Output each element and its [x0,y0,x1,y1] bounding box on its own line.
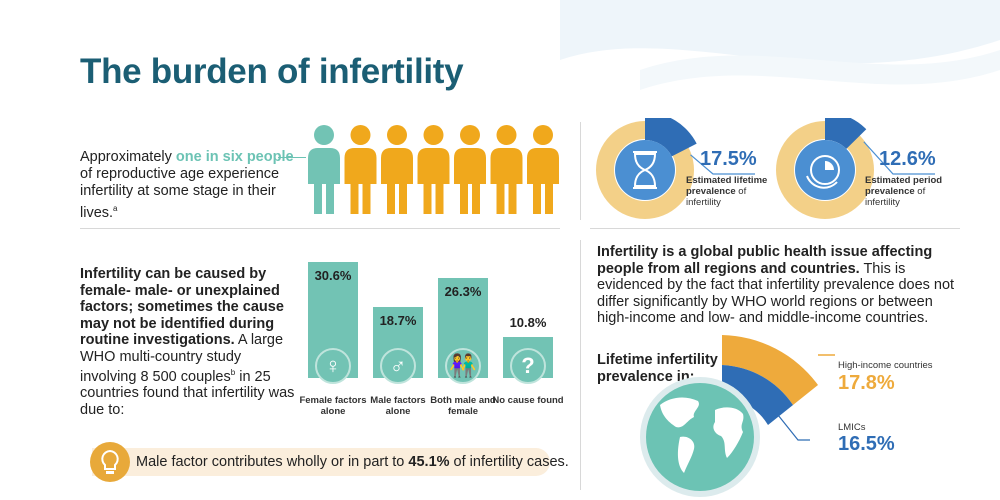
callout-text: Male factor contributes wholly or in par… [136,454,569,470]
globe-chart [640,335,835,497]
text-pre: Approximately [80,149,176,165]
highlight-text: one in six people [175,149,294,165]
bar-value-label: 18.7% [379,312,417,328]
callout-banner: Male factor contributes wholly or in par… [92,448,569,476]
page-title: The burden of infertility [80,52,464,91]
person-icon [454,125,486,214]
female-icon: ♀ [315,348,351,384]
footnote-a: a [113,204,118,213]
causes-bar-chart: 30.6% ♀ Female factors alone 18.7% ♂ Male fac… [299,250,570,430]
question-icon: ? [510,348,546,384]
person-icon [344,125,377,214]
lmic-value: 16.5% [838,433,895,455]
text-rest: of reproductive age experience infertili… [80,166,280,221]
people-icons [308,125,559,214]
period-prevalence-label: Estimated period prevalence of infertili… [865,175,943,208]
lifetime-prevalence-value: 17.5% [700,148,757,170]
global-text: Infertility is a global public health is… [597,244,955,326]
connector-line [278,157,306,158]
background-waves [560,0,1000,90]
lmic-label: LMICs [838,422,866,433]
high-income-value: 17.8% [838,372,895,394]
category-label: Both male and female [430,395,496,417]
one-in-six-text: Approximately one in six people of repro… [80,149,300,222]
clock-cycle-icon [806,155,840,189]
divider [80,228,560,229]
lifetime-prevalence-label: Estimated lifetime prevalence of inferti… [686,175,768,208]
divider [580,122,581,220]
category-label: No cause found [492,395,564,406]
high-income-arc [722,335,818,405]
lightbulb-icon [90,442,130,482]
high-income-label: High-income countries [838,360,933,371]
divider [580,240,581,490]
bar-value-label: 10.8% [509,314,547,330]
person-icon [490,125,523,214]
couple-icon: 👫 [445,348,481,384]
hourglass-icon [633,151,657,189]
bar-value-label: 30.6% [314,267,352,283]
lmic-arc [722,365,793,425]
divider [590,228,960,229]
person-icon [527,125,559,214]
prevalence-donuts [596,118,935,219]
prevalence-donut [596,118,755,219]
causes-text: Infertility can be caused by female- mal… [80,266,295,418]
period-prevalence-value: 12.6% [879,148,936,170]
person-icon [417,125,450,214]
category-label: Male factors alone [370,395,426,417]
prevalence-donut [776,118,935,219]
person-icon [308,125,340,214]
person-icon [381,125,413,214]
bar-value-label: 26.3% [444,284,482,300]
lifetime-heading: Lifetime infertility prevalence in: [597,352,718,385]
male-icon: ♂ [380,348,416,384]
category-label: Female factors alone [299,395,367,417]
